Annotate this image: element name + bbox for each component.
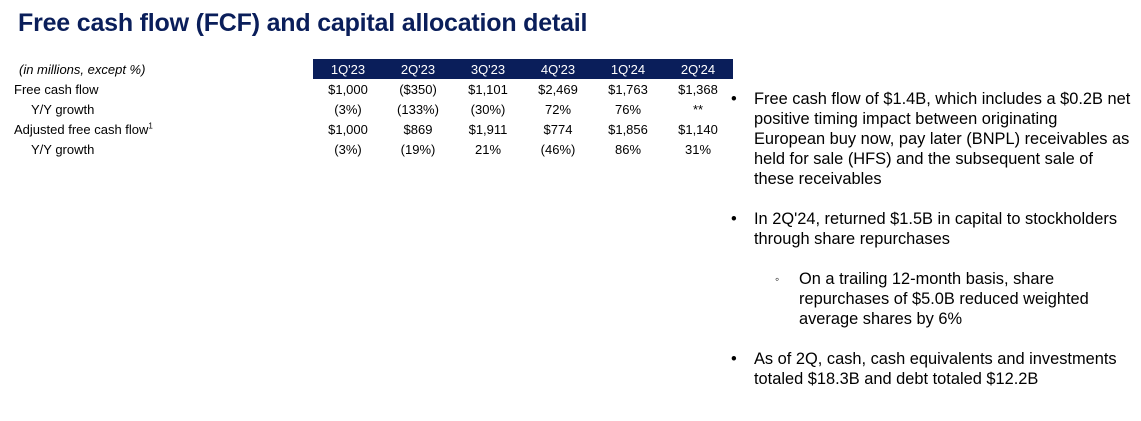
sub-bullet-icon: ◦	[775, 272, 780, 286]
row-label-text: Adjusted free cash flow	[14, 121, 149, 137]
table-cell: $774	[543, 121, 573, 137]
table-cell: 31%	[684, 141, 712, 157]
table-cell: (30%)	[470, 101, 506, 117]
table-cell: (46%)	[540, 141, 576, 157]
table-cell: $1,911	[468, 121, 508, 137]
table-row: Y/Y growth (3%) (133%) (30%) 72% 76% **	[14, 99, 733, 119]
bullet-icon: •	[731, 350, 737, 368]
fcf-table: (in millions, except %) 1Q'23 2Q'23 3Q'2…	[14, 59, 733, 159]
table-cell: $2,469	[538, 81, 578, 97]
bullet-item: • Free cash flow of $1.4B, which include…	[731, 89, 1131, 189]
table-cell: 21%	[474, 141, 502, 157]
table-cell: (3%)	[334, 101, 362, 117]
row-label: Y/Y growth	[31, 141, 95, 157]
column-header: 2Q'24	[663, 59, 733, 79]
table-cell: 72%	[544, 101, 572, 117]
bullet-icon: •	[731, 90, 737, 108]
table-cell: $1,140	[678, 121, 718, 137]
table-row: Y/Y growth (3%) (19%) 21% (46%) 86% 31%	[14, 139, 733, 159]
table-cell: $1,856	[608, 121, 648, 137]
table-row: Adjusted free cash flow1 $1,000 $869 $1,…	[14, 119, 733, 139]
bullet-text: Free cash flow of $1.4B, which includes …	[754, 90, 1131, 188]
row-label: Adjusted free cash flow1	[14, 119, 313, 139]
table-row: Free cash flow $1,000 ($350) $1,101 $2,4…	[14, 79, 733, 99]
table-cell: (133%)	[397, 101, 439, 117]
column-header: 1Q'23	[313, 59, 383, 79]
column-header: 2Q'23	[383, 59, 453, 79]
sub-bullet-text: On a trailing 12-month basis, share repu…	[799, 270, 1089, 328]
column-header: 4Q'23	[523, 59, 593, 79]
table-cell: $1,000	[328, 81, 368, 97]
commentary-bullets: • Free cash flow of $1.4B, which include…	[731, 89, 1131, 409]
units-label: (in millions, except %)	[14, 59, 313, 79]
bullet-icon: •	[731, 210, 737, 228]
footnote-marker: 1	[148, 121, 153, 131]
table-cell: $1,101	[468, 81, 508, 97]
table-cell: $869	[403, 121, 433, 137]
bullet-item: • As of 2Q, cash, cash equivalents and i…	[731, 349, 1131, 389]
bullet-text: In 2Q'24, returned $1.5B in capital to s…	[754, 210, 1118, 248]
table-cell: 76%	[614, 101, 642, 117]
bullet-text: As of 2Q, cash, cash equivalents and inv…	[754, 350, 1117, 388]
page-title: Free cash flow (FCF) and capital allocat…	[18, 9, 588, 37]
table-cell: (19%)	[400, 141, 436, 157]
sub-bullet-item: ◦ On a trailing 12-month basis, share re…	[731, 269, 1131, 329]
table-cell: (3%)	[334, 141, 362, 157]
table-cell: ($350)	[399, 81, 437, 97]
table-cell: $1,000	[328, 121, 368, 137]
row-label: Free cash flow	[14, 81, 99, 97]
row-label: Y/Y growth	[31, 101, 95, 117]
table-cell: $1,763	[608, 81, 648, 97]
table-header-row: (in millions, except %) 1Q'23 2Q'23 3Q'2…	[14, 59, 733, 79]
column-header: 3Q'23	[453, 59, 523, 79]
table-cell: $1,368	[678, 81, 718, 97]
column-header: 1Q'24	[593, 59, 663, 79]
table-cell: 86%	[614, 141, 642, 157]
table-cell: **	[692, 101, 704, 117]
bullet-item: • In 2Q'24, returned $1.5B in capital to…	[731, 209, 1131, 249]
